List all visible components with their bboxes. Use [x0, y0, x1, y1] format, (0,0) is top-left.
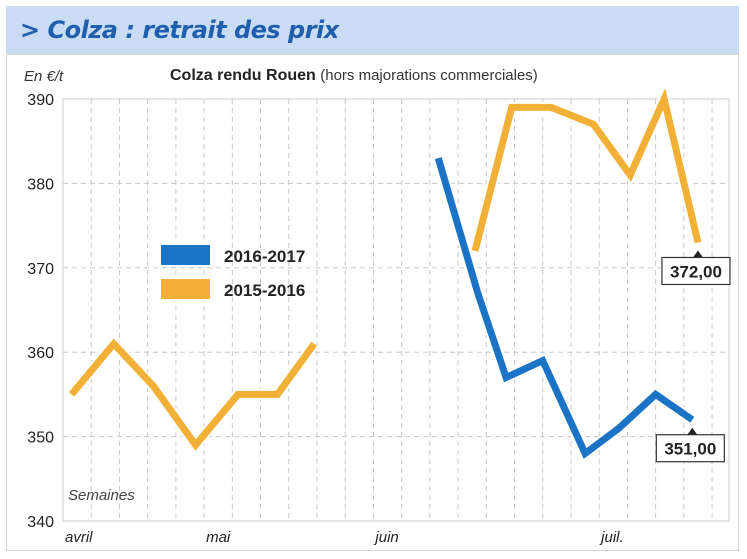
- x-month-label: avril: [65, 529, 93, 546]
- x-month-label: juil.: [599, 529, 624, 546]
- legend-swatch: [159, 277, 212, 301]
- legend-label: 2015-2016: [224, 281, 305, 300]
- series-line-2015-2016: [471, 88, 702, 252]
- header-title: > Colza : retrait des prix: [20, 16, 339, 44]
- y-tick-label: 340: [27, 514, 54, 531]
- callout-box: [661, 256, 731, 286]
- y-tick-label: 360: [27, 345, 54, 362]
- series-line-2015-2016: [68, 338, 318, 451]
- callout-pointer: [692, 250, 703, 258]
- callout-value-label: 351,00: [664, 440, 716, 459]
- y-tick-label: 380: [27, 176, 54, 193]
- y-tick-label: 390: [27, 92, 54, 109]
- y-tick-label: 350: [27, 430, 54, 447]
- x-axis-label: Semaines: [68, 487, 135, 504]
- series-line-2016-2017: [434, 157, 695, 459]
- y-tick-label: 370: [27, 261, 54, 278]
- chart-subtitle: (hors majorations commerciales): [320, 67, 538, 84]
- y-axis-unit-label: En €/t: [24, 68, 64, 85]
- x-month-label: mai: [206, 529, 231, 546]
- callout-box: [655, 434, 725, 463]
- callout-value-label: 372,00: [670, 262, 722, 281]
- header-banner: > Colza : retrait des prix: [6, 6, 739, 54]
- legend-swatch: [159, 243, 212, 267]
- plot-area: [62, 98, 730, 522]
- chart-title-main: Colza rendu Rouen: [170, 67, 316, 84]
- x-month-label: juin: [373, 529, 398, 546]
- callout-pointer: [687, 427, 698, 435]
- legend-label: 2016-2017: [224, 247, 305, 266]
- chart-title: Colza rendu Rouen (hors majorations comm…: [170, 67, 538, 85]
